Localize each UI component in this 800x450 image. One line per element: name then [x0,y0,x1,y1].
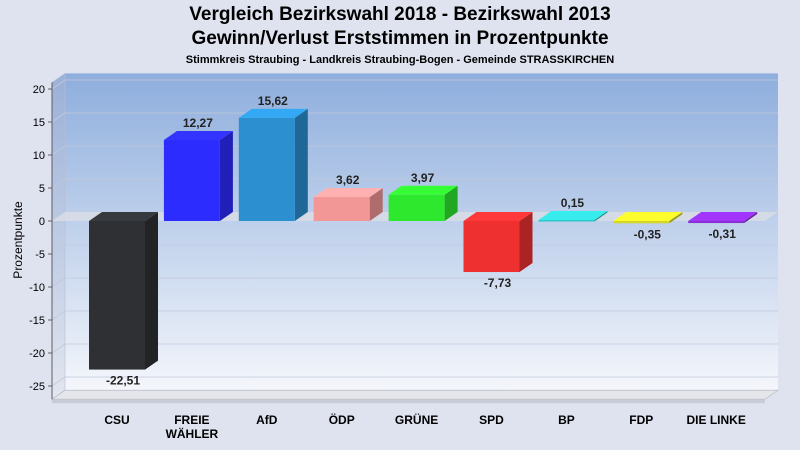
y-tick-label: -15 [29,315,45,327]
y-tick-label: 10 [33,150,45,162]
value-label: -0,35 [634,227,662,241]
bar-top [388,185,458,195]
bar-side [519,212,533,273]
value-label: 3,62 [336,173,360,187]
y-tick-label: -25 [29,381,45,393]
category-label: CSU [104,413,129,427]
chart-subtitle: Stimmkreis Straubing - Landkreis Straubi… [185,54,615,66]
category-label: AfD [256,413,278,427]
bar-side [744,212,758,224]
y-tick-label: 15 [33,117,45,129]
value-label: 15,62 [258,94,288,108]
y-axis: -25 -20 -15 -10 -5 0 5 10 15 20 [29,82,53,400]
category-label-line: WÄHLER [166,426,219,441]
bar-side [219,131,233,221]
bar [388,185,458,221]
grid-line-side [51,343,66,354]
back-wall [65,73,778,391]
grid-line-side [51,277,66,288]
bar-front [538,220,595,222]
bar-top [463,212,533,221]
category-label-line: FREIE [174,413,209,427]
y-tick-label: -5 [35,249,45,261]
bar-front [613,221,670,224]
bar-front [388,194,445,221]
category-label: SPD [479,413,504,427]
bar-top [163,131,233,141]
category-label: DIE LINKE [687,413,746,427]
bar-top [538,211,608,221]
bar [238,108,308,221]
bar [313,188,383,221]
bar [163,131,233,221]
grid-line-side [51,112,66,123]
bar-front [688,221,745,224]
bar-side [594,211,608,222]
chart-title-line-1: Vergleich Bezirkswahl 2018 - Bezirkswahl… [189,4,611,25]
category-label-line: DIE LINKE [687,413,746,427]
category-label-line: GRÜNE [395,412,438,427]
grid-line-side [51,244,66,255]
y-axis-label: Prozentpunkte [11,201,25,279]
bar [538,211,608,222]
value-labels: -22,51 12,27 15,62 3,62 3,97 -7,73 0,15 -0,35 -0… [106,94,736,388]
category-label-line: AfD [256,413,278,427]
bar-front [163,140,220,221]
bar-top [313,188,383,198]
plot-area [51,72,779,404]
value-label: 3,97 [411,171,435,185]
category-label: FDP [629,413,653,427]
bar-side [669,212,683,224]
bar [613,212,683,224]
value-label: -0,31 [709,227,737,241]
category-label: GRÜNE [395,412,438,427]
bar-front [313,197,370,221]
bar [89,212,158,370]
category-label-line: BP [558,413,575,427]
bar-top [688,212,758,221]
floor [51,389,779,400]
y-tick-label: 20 [33,84,45,96]
category-label: ÖDP [329,412,355,427]
grid-line-side [51,178,66,189]
grid-line-side [51,376,66,387]
category-label-line: CSU [104,413,129,427]
bar-front [89,221,145,370]
value-label: 0,15 [561,196,585,210]
category-label-line: FDP [629,413,653,427]
bar-top [238,108,308,118]
y-tick-label: 5 [39,183,45,195]
grid-line-side [51,79,66,90]
value-label: 12,27 [183,116,213,130]
y-tick-label: -10 [29,282,45,294]
bar-front [238,117,295,221]
bar-side [145,212,158,370]
value-label: -7,73 [484,276,512,290]
bar-side [444,185,458,221]
category-labels: CSU FREIE WÄHLER AfD ÖDP GRÜNE SPD BP FDP DIE LIN… [104,412,746,441]
bar [688,212,758,224]
grid-line-side [51,310,66,321]
bar-top [89,212,158,221]
y-tick-label: -20 [29,348,45,360]
side-wall [51,72,66,400]
bar-side [369,188,383,221]
bar-top [613,212,683,221]
y-tick-label: 0 [39,216,45,228]
bar-front [463,221,520,273]
bar [463,212,533,273]
category-label: FREIE WÄHLER [166,413,219,441]
category-label: BP [558,413,575,427]
floor-edge [52,399,765,404]
grid-line-side [51,145,66,156]
bar-side [294,108,308,221]
value-label: -22,51 [106,374,140,388]
chart-title-line-2: Gewinn/Verlust Erststimmen in Prozentpun… [191,28,609,49]
category-label-line: SPD [479,413,504,427]
category-label-line: ÖDP [329,412,355,427]
bars [89,108,758,370]
